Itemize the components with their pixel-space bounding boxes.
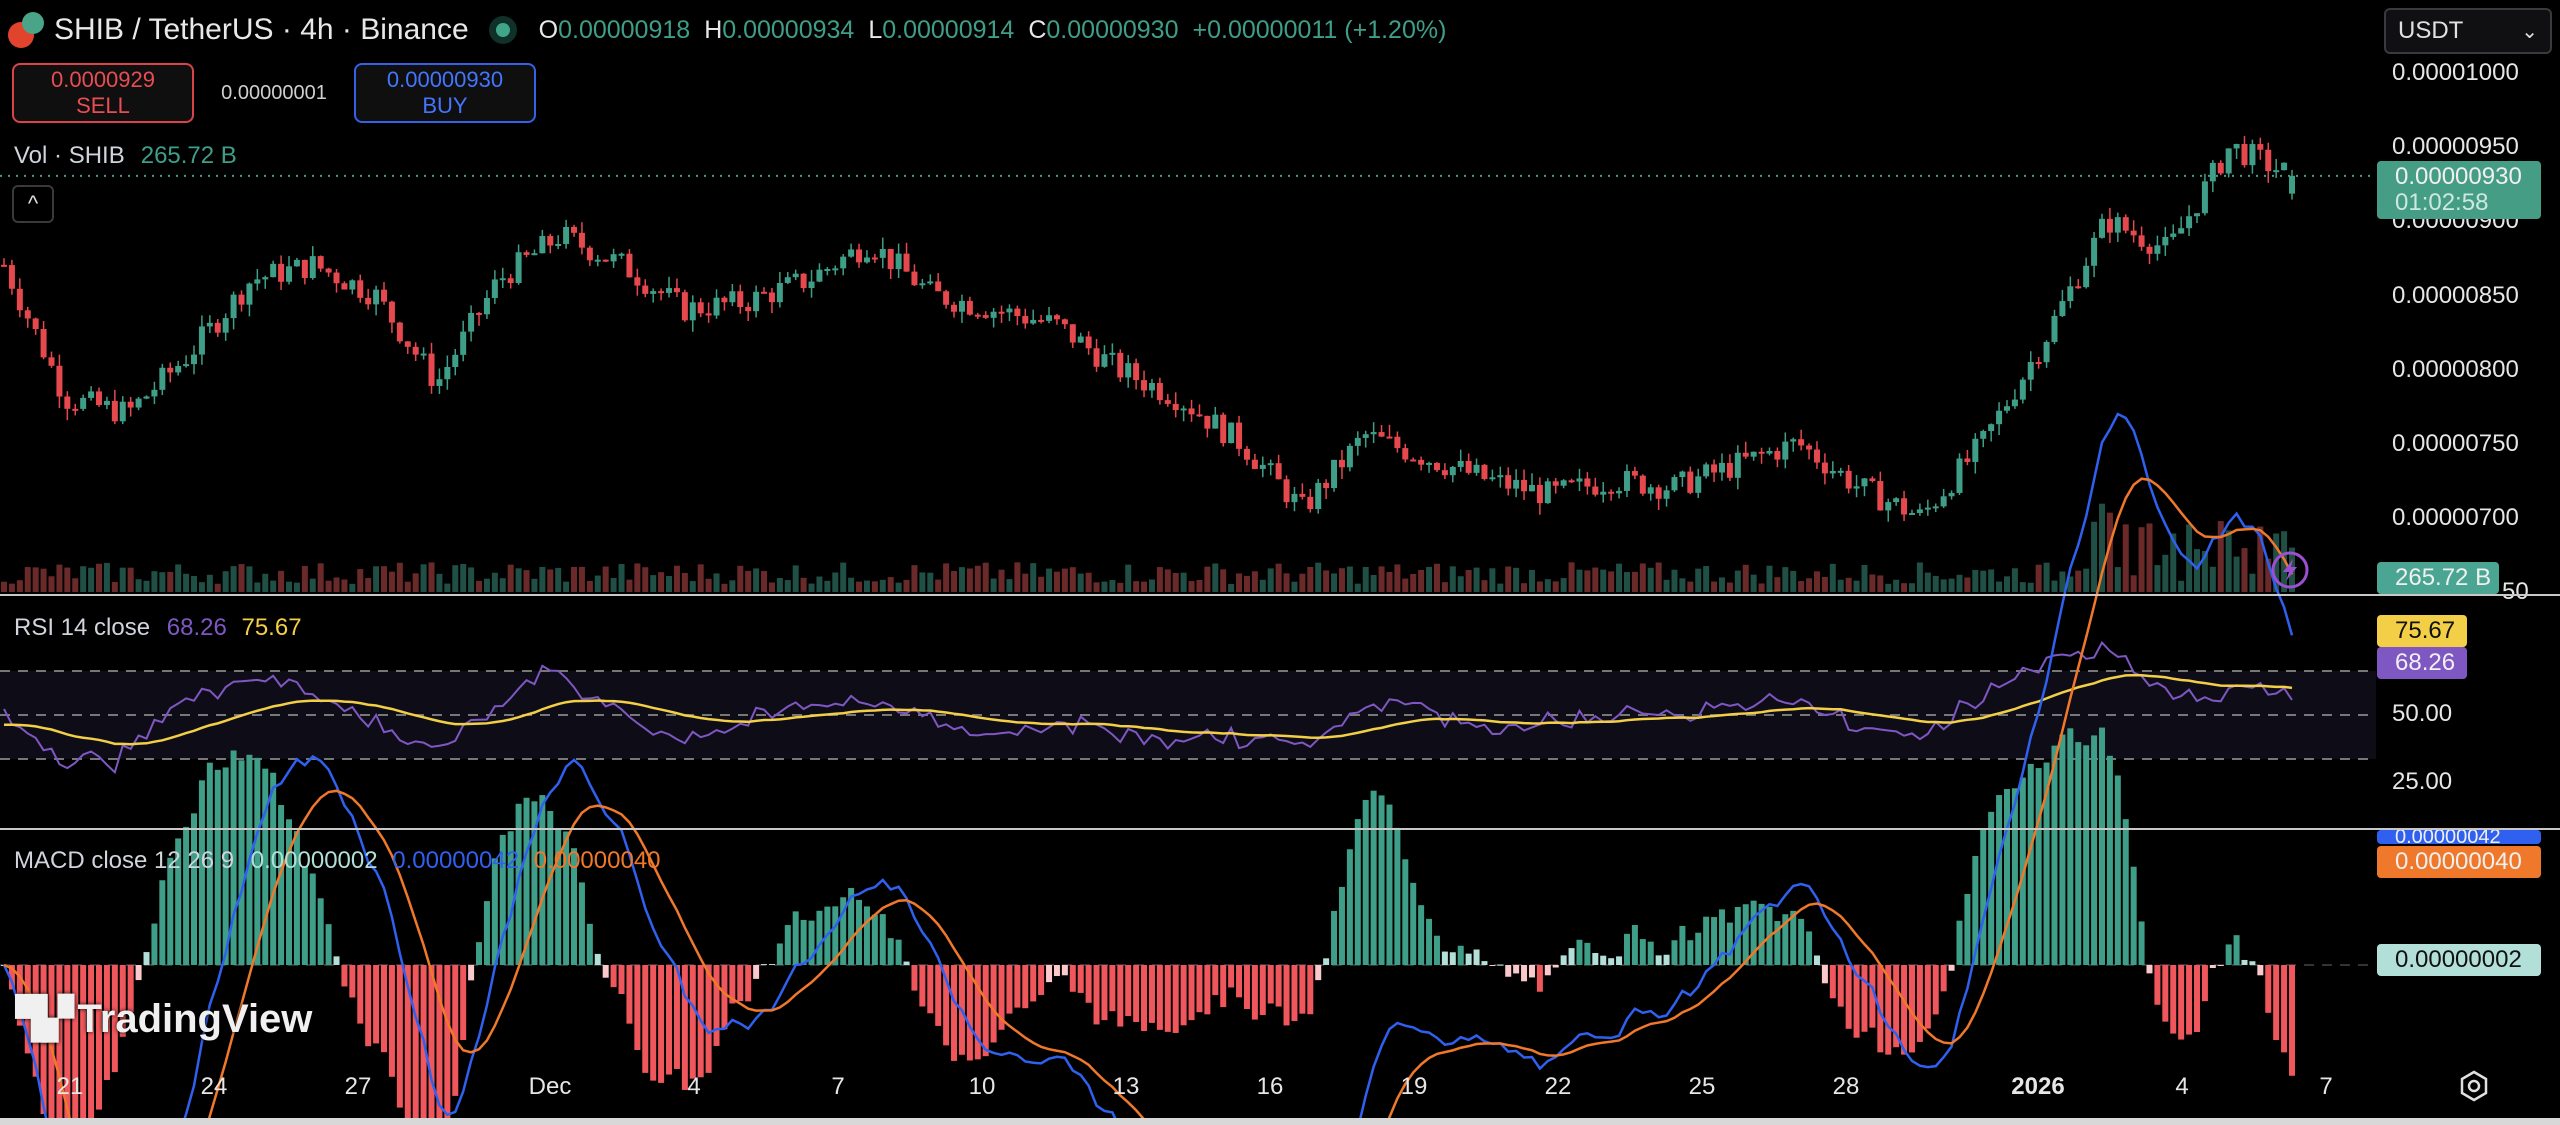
rsi-label: RSI 14 close xyxy=(14,614,151,641)
signal-tag: 0.00000040 xyxy=(2377,846,2541,878)
time-tick: 4 xyxy=(2175,1073,2189,1100)
tradingview-logo-icon: ▜▞ xyxy=(16,997,73,1041)
time-axis-top xyxy=(0,1060,2560,1062)
ohlc-key: C xyxy=(1028,15,1047,44)
sell-button[interactable]: 0.0000929 SELL xyxy=(12,63,194,123)
time-tick: 2026 xyxy=(2011,1073,2065,1100)
shib-logo-icon xyxy=(8,12,44,48)
buy-button[interactable]: 0.00000930 BUY xyxy=(354,63,536,123)
price-tick: 0.00001000 xyxy=(2392,59,2519,86)
time-tick: 25 xyxy=(1688,1073,1716,1100)
current-price: 0.00000930 xyxy=(2395,163,2522,190)
pane-divider[interactable] xyxy=(0,594,2560,596)
chevron-up-icon: ^ xyxy=(27,191,39,216)
time-tick: 4 xyxy=(687,1073,701,1100)
sell-label: SELL xyxy=(76,93,130,118)
volume-legend[interactable]: Vol · SHIB 265.72 B xyxy=(14,142,237,170)
change-value: +0.00000011 (+1.20%) xyxy=(1192,15,1447,44)
tradingview-wordmark: TradingView xyxy=(77,996,313,1041)
buy-label: BUY xyxy=(422,93,468,118)
rsi-value: 68.26 xyxy=(166,614,227,641)
market-open-icon xyxy=(488,16,517,44)
chevron-down-icon: ⌄ xyxy=(2521,20,2538,43)
bar-countdown: 01:02:58 xyxy=(2395,189,2489,216)
rsi-tick: 25.00 xyxy=(2392,768,2453,795)
time-tick: 28 xyxy=(1832,1073,1860,1100)
volume-tag: 265.72 B xyxy=(2377,562,2499,594)
currency-select[interactable]: USDT ⌄ xyxy=(2384,8,2552,54)
signal-value: 0.00000040 xyxy=(533,847,661,874)
time-tick: 7 xyxy=(831,1073,845,1100)
buy-price: 0.00000930 xyxy=(386,67,504,92)
ohlc-legend: O0.00000918 H0.00000934 L0.00000914 C0.0… xyxy=(539,16,1447,45)
volume-label: Vol · SHIB xyxy=(14,142,125,169)
time-tick: 22 xyxy=(1544,1073,1572,1100)
volume-value: 265.72 B xyxy=(140,142,237,169)
ohlc-key: L xyxy=(868,15,883,44)
bottom-border xyxy=(0,1118,2560,1125)
rsi-legend[interactable]: RSI 14 close 68.26 75.67 xyxy=(14,614,302,642)
time-tick: 13 xyxy=(1112,1073,1140,1100)
volume-axis-tick: 50 xyxy=(2502,578,2529,605)
rsi-ma-value: 75.67 xyxy=(241,614,302,641)
macd-tag: 0.00000042 xyxy=(2377,830,2541,844)
price-tick: 0.00000950 xyxy=(2392,133,2519,160)
macd-hist-tag: 0.00000002 xyxy=(2377,944,2541,976)
time-tick: 27 xyxy=(344,1073,372,1100)
open-value: 0.00000918 xyxy=(558,15,691,44)
gear-icon xyxy=(2460,1070,2488,1102)
high-value: 0.00000934 xyxy=(722,15,855,44)
settings-button[interactable] xyxy=(2456,1068,2492,1104)
sell-price: 0.0000929 xyxy=(51,67,155,92)
ohlc-key: H xyxy=(704,15,723,44)
time-tick: Dec xyxy=(528,1073,572,1100)
ohlc-key: O xyxy=(538,15,559,44)
close-value: 0.00000930 xyxy=(1046,15,1179,44)
time-tick: 24 xyxy=(200,1073,228,1100)
low-value: 0.00000914 xyxy=(882,15,1015,44)
time-tick: 7 xyxy=(2319,1073,2333,1100)
macd-hist-value: 0.00000002 xyxy=(250,847,378,874)
alert-button[interactable] xyxy=(2270,550,2310,590)
time-tick: 16 xyxy=(1256,1073,1284,1100)
trade-panel: 0.0000929 SELL 0.00000001 0.00000930 BUY xyxy=(12,62,536,124)
macd-legend[interactable]: MACD close 12 26 9 0.00000002 0.00000042… xyxy=(14,847,661,875)
price-tick: 0.00000750 xyxy=(2392,430,2519,457)
time-tick: 21 xyxy=(56,1073,84,1100)
price-tick: 0.00000850 xyxy=(2392,282,2519,309)
time-tick: 19 xyxy=(1400,1073,1428,1100)
pane-divider[interactable] xyxy=(0,828,2560,830)
rsi-ma-tag: 75.67 xyxy=(2377,615,2467,647)
price-tick: 0.00000700 xyxy=(2392,504,2519,531)
price-tick: 0.00000800 xyxy=(2392,356,2519,383)
rsi-tag: 68.26 xyxy=(2377,647,2467,679)
macd-label: MACD close 12 26 9 xyxy=(14,847,235,874)
macd-value: 0.00000042 xyxy=(392,847,520,874)
collapse-legend-button[interactable]: ^ xyxy=(12,185,54,223)
lightning-icon xyxy=(2271,551,2309,589)
spread-value: 0.00000001 xyxy=(221,81,327,104)
symbol-title[interactable]: SHIB / TetherUS · 4h · Binance xyxy=(54,13,469,46)
symbol-header: SHIB / TetherUS · 4h · Binance O0.000009… xyxy=(8,8,1446,52)
tradingview-logo[interactable]: ▜▞ TradingView xyxy=(16,996,312,1042)
rsi-tick: 50.00 xyxy=(2392,700,2453,727)
currency-value: USDT xyxy=(2398,17,2464,44)
time-tick: 10 xyxy=(968,1073,996,1100)
current-price-tag: 0.00000930 01:02:58 xyxy=(2377,161,2541,219)
